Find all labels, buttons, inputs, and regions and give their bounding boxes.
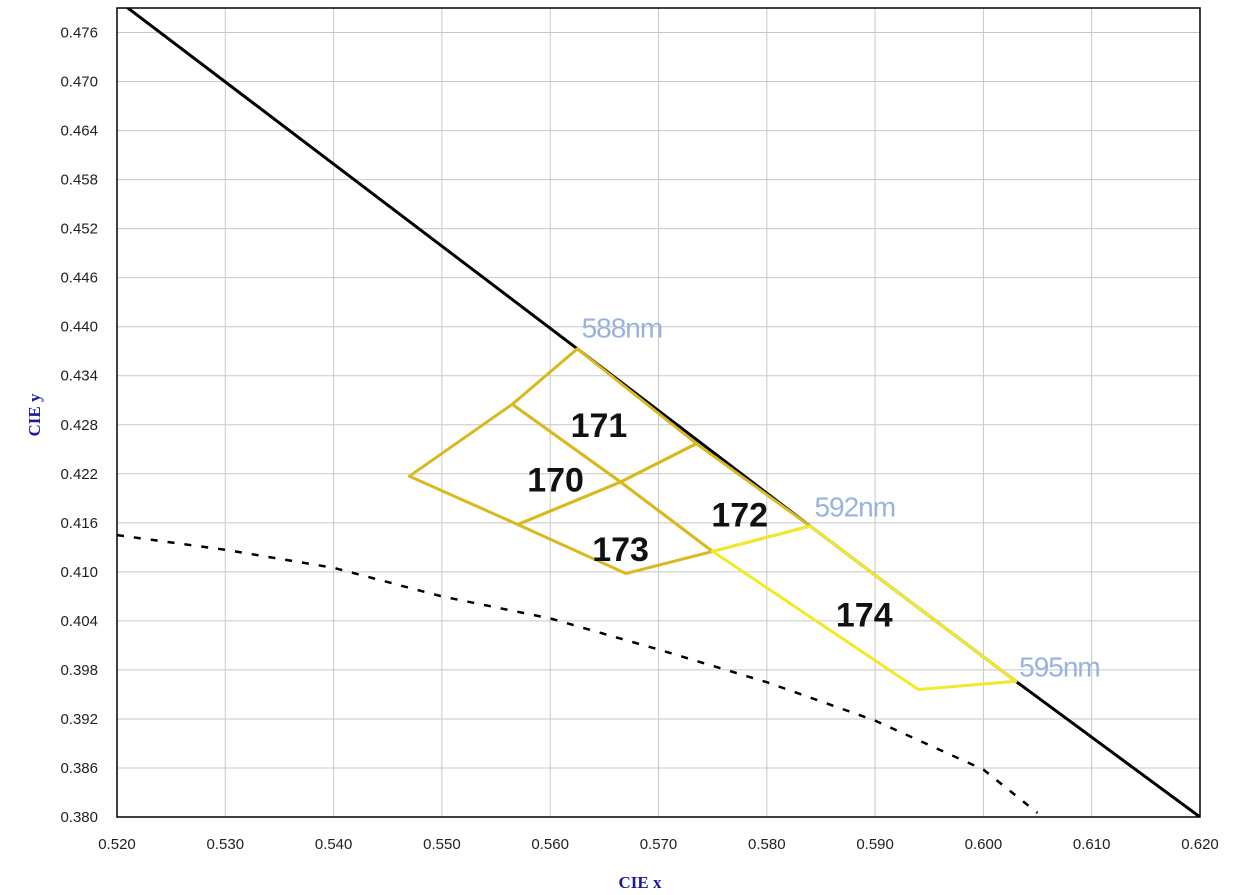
x-tick-label: 0.600 — [965, 836, 1003, 853]
y-tick-label: 0.404 — [60, 613, 98, 630]
x-tick-label: 0.530 — [207, 836, 245, 853]
x-tick-label: 0.610 — [1073, 836, 1111, 853]
y-tick-label: 0.476 — [60, 25, 98, 42]
y-tick-label: 0.392 — [60, 711, 98, 728]
y-tick-label: 0.464 — [60, 123, 98, 140]
spectral-locus-line — [125, 8, 1200, 817]
x-tick-label: 0.590 — [856, 836, 894, 853]
y-axis-title: CIE y — [25, 393, 44, 436]
planckian-locus-line — [117, 533, 1039, 814]
y-tick-label: 0.410 — [60, 564, 98, 581]
x-tick-label: 0.550 — [423, 836, 461, 853]
region-170-label: 170 — [527, 462, 584, 500]
axes: 0.520 0.530 0.540 0.550 0.560 0.570 0.580 0.590… — [60, 7, 1219, 853]
x-tick-label: 0.540 — [315, 836, 353, 853]
wavelength-label: 592nm — [814, 491, 895, 522]
plot-frame — [116, 7, 1201, 818]
y-tick-label: 0.440 — [60, 319, 98, 336]
region-174-label: 174 — [836, 596, 893, 634]
x-tick-label: 0.560 — [531, 836, 569, 853]
x-tick-label: 0.620 — [1181, 836, 1219, 853]
x-tick-label: 0.570 — [640, 836, 678, 853]
y-tick-label: 0.422 — [60, 466, 98, 483]
x-tick-label: 0.520 — [98, 836, 136, 853]
y-tick-label: 0.380 — [60, 809, 98, 826]
region-172-label: 172 — [711, 497, 768, 535]
y-tick-label: 0.386 — [60, 760, 98, 777]
wavelength-label: 588nm — [582, 312, 663, 343]
region-171-label: 171 — [571, 407, 628, 445]
y-tick-label: 0.416 — [60, 515, 98, 532]
y-tick-label: 0.452 — [60, 221, 98, 238]
y-tick-label: 0.398 — [60, 662, 98, 679]
y-tick-label: 0.458 — [60, 172, 98, 189]
wavelength-label: 595nm — [1019, 651, 1100, 682]
y-tick-label: 0.470 — [60, 74, 98, 91]
x-tick-label: 0.580 — [748, 836, 786, 853]
region-174-outline — [711, 524, 1018, 691]
labels: 170 171 172 173 174 588nm 592nm 595nm — [527, 312, 1101, 682]
y-tick-label: 0.434 — [60, 368, 98, 385]
y-tick-label: 0.446 — [60, 270, 98, 287]
color-regions — [407, 347, 1018, 691]
x-axis-title: CIE x — [619, 873, 662, 892]
region-173-label: 173 — [592, 531, 649, 569]
y-tick-label: 0.428 — [60, 417, 98, 434]
